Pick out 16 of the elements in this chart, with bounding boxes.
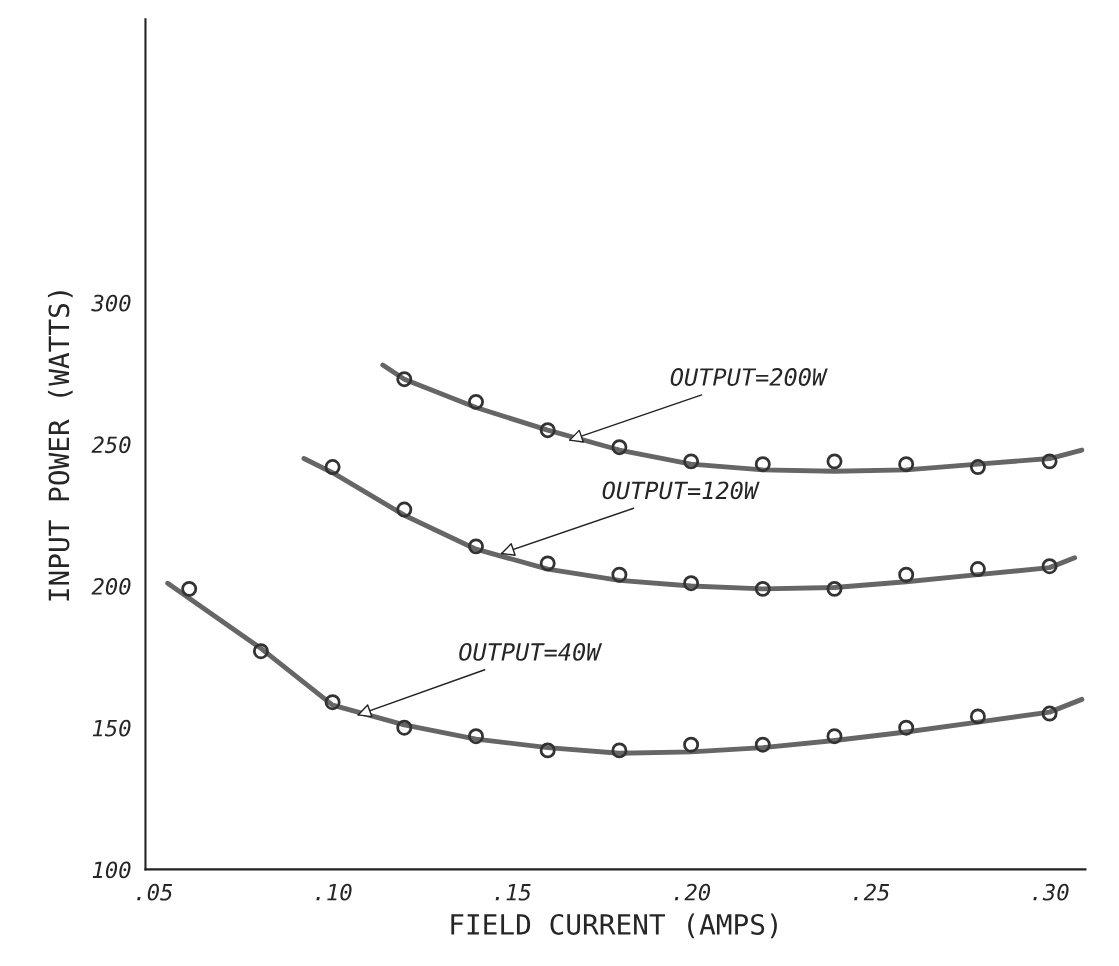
x-tick-label: .20 <box>674 883 711 901</box>
x-axis-title: FIELD CURRENT (AMPS) <box>451 913 777 939</box>
y-tick-label: 200 <box>91 578 131 595</box>
x-tick-label: .05 <box>137 883 173 901</box>
y-tick-label: 250 <box>91 436 131 454</box>
x-tick-label: .30 <box>1033 883 1069 901</box>
annotation: OUTPUT=40W <box>459 642 603 661</box>
y-axis-title: INPUT POWER (WATTS) <box>47 291 73 601</box>
y-tick-label: 150 <box>92 719 131 737</box>
y-tick-label: 300 <box>91 294 131 312</box>
x-tick-label: .10 <box>316 883 352 901</box>
x-tick-label: .15 <box>495 884 531 901</box>
x-tick-label: .25 <box>854 883 890 901</box>
annotation: OUTPUT=120W <box>602 481 760 500</box>
y-tick-label: 100 <box>92 861 131 879</box>
annotation: OUTPUT=200W <box>670 368 828 386</box>
